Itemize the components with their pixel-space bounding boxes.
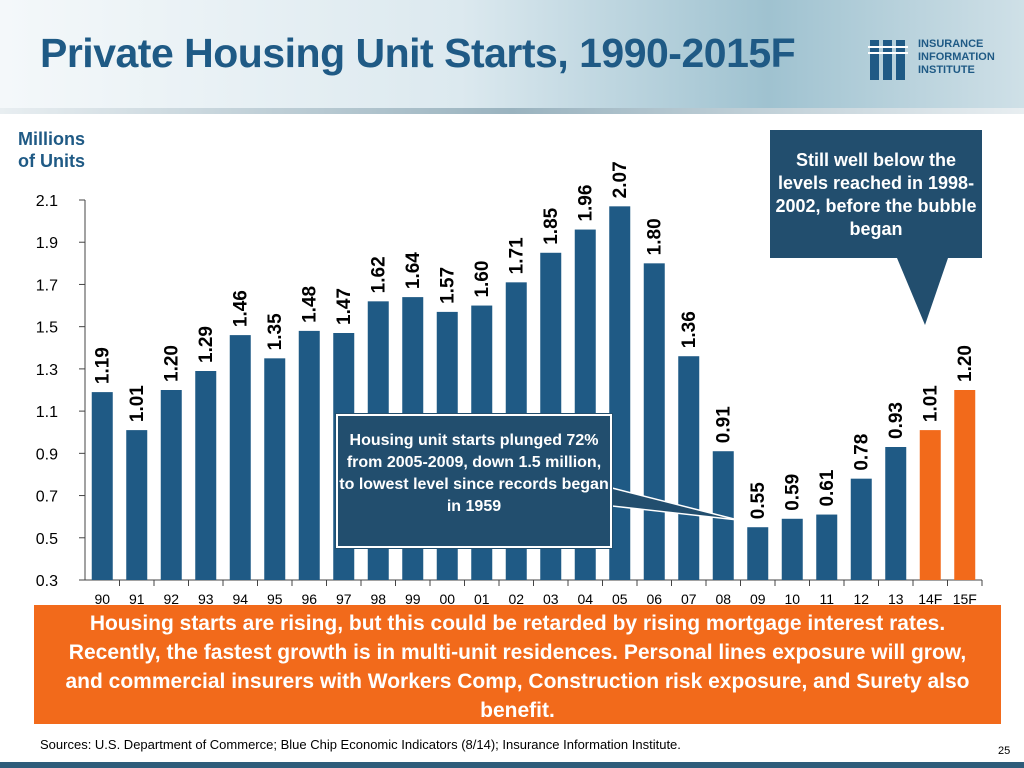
bar-15F	[954, 390, 976, 580]
x-tick-label: 06	[646, 591, 662, 607]
y-tick-label: 0.3	[36, 573, 58, 590]
y-tick-label: 1.3	[36, 362, 58, 379]
header-divider	[0, 108, 1024, 114]
x-tick-label: 94	[232, 591, 248, 607]
x-tick-label: 13	[888, 591, 904, 607]
x-tick-label: 14F	[918, 591, 942, 607]
y-tick-label: 1.1	[36, 404, 58, 421]
data-label-98: 1.62	[368, 256, 389, 293]
data-label-06: 1.80	[644, 218, 665, 255]
x-tick-label: 03	[543, 591, 559, 607]
bar-91	[126, 430, 148, 580]
sources-note: Sources: U.S. Department of Commerce; Bl…	[40, 737, 681, 752]
y-tick-label: 0.9	[36, 446, 58, 463]
data-label-11: 0.61	[817, 469, 838, 506]
x-tick-label: 04	[577, 591, 593, 607]
data-label-08: 0.91	[713, 406, 734, 443]
data-label-94: 1.46	[230, 290, 251, 327]
y-tick-label: 0.5	[36, 531, 58, 548]
x-tick-label: 01	[474, 591, 490, 607]
bar-92	[160, 390, 182, 580]
x-tick-label: 10	[784, 591, 800, 607]
y-tick-label: 1.9	[36, 235, 58, 252]
page-title: Private Housing Unit Starts, 1990-2015F	[40, 30, 796, 76]
x-tick-label: 02	[508, 591, 524, 607]
bar-07	[678, 356, 700, 580]
x-tick-label: 96	[301, 591, 317, 607]
bar-05	[609, 206, 631, 581]
bar-96	[298, 330, 320, 580]
data-label-91: 1.01	[127, 385, 148, 422]
bar-06	[643, 263, 665, 580]
bar-10	[781, 518, 803, 580]
x-tick-label: 90	[94, 591, 110, 607]
data-label-92: 1.20	[161, 345, 182, 382]
data-label-99: 1.64	[403, 252, 424, 289]
data-label-12: 0.78	[851, 434, 872, 471]
data-label-04: 1.96	[575, 185, 596, 222]
data-label-09: 0.55	[748, 482, 769, 519]
data-label-00: 1.57	[437, 267, 458, 304]
page-number: 25	[998, 745, 1011, 757]
y-axis-label-line-1: Millions	[18, 129, 85, 149]
x-tick-label: 07	[681, 591, 697, 607]
logo-line-1: INSURANCE	[918, 38, 984, 50]
bar-11	[816, 514, 838, 580]
callout-top: Still well below the levels reached in 1…	[770, 130, 982, 258]
data-label-96: 1.48	[299, 286, 320, 323]
y-tick-label: 2.1	[36, 193, 58, 210]
summary-box: Housing starts are rising, but this coul…	[34, 605, 1001, 724]
x-tick-label: 11	[819, 591, 834, 607]
data-label-07: 1.36	[679, 311, 700, 348]
data-label-93: 1.29	[196, 326, 217, 363]
x-tick-label: 93	[198, 591, 214, 607]
y-axis-label: Millions of Units	[18, 128, 85, 172]
bar-09	[747, 527, 769, 580]
bar-13	[885, 447, 907, 580]
data-label-05: 2.07	[610, 161, 631, 198]
iii-logo: INSURANCE INFORMATION INSTITUTE	[868, 38, 1018, 82]
iii-logo-icon	[868, 40, 908, 80]
x-tick-label: 08	[715, 591, 731, 607]
bar-95	[264, 358, 286, 580]
data-label-01: 1.60	[472, 261, 493, 298]
bar-90	[91, 392, 113, 580]
logo-line-2: INFORMATION	[918, 51, 995, 63]
data-label-14F: 1.01	[920, 385, 941, 422]
bar-94	[229, 335, 251, 580]
callout-middle: Housing unit starts plunged 72% from 200…	[336, 414, 612, 548]
x-tick-label: 15F	[953, 591, 977, 607]
x-tick-label: 99	[405, 591, 421, 607]
bar-12	[850, 478, 872, 580]
callout-top-pointer	[897, 258, 948, 325]
data-label-13: 0.93	[886, 402, 907, 439]
bar-93	[195, 371, 217, 580]
x-tick-label: 98	[370, 591, 386, 607]
x-tick-label: 00	[439, 591, 455, 607]
bar-14F	[919, 430, 941, 580]
header-banner	[0, 0, 1024, 110]
y-tick-label: 1.5	[36, 320, 58, 337]
y-tick-label: 1.7	[36, 277, 58, 294]
x-tick-label: 95	[267, 591, 283, 607]
logo-line-3: INSTITUTE	[918, 64, 975, 76]
data-label-02: 1.71	[506, 237, 527, 274]
footer-divider	[0, 762, 1024, 768]
data-label-97: 1.47	[334, 288, 355, 325]
x-tick-label: 91	[129, 591, 145, 607]
y-axis-label-line-2: of Units	[18, 151, 85, 171]
x-tick-label: 97	[336, 591, 352, 607]
x-tick-label: 12	[853, 591, 869, 607]
callout-middle-pointer	[611, 487, 739, 521]
data-label-03: 1.85	[541, 207, 562, 244]
x-tick-label: 05	[612, 591, 628, 607]
y-tick-label: 0.7	[36, 489, 58, 506]
data-label-90: 1.19	[92, 347, 113, 384]
x-tick-label: 09	[750, 591, 766, 607]
data-label-10: 0.59	[782, 474, 803, 511]
data-label-95: 1.35	[265, 313, 286, 350]
x-tick-label: 92	[163, 591, 179, 607]
data-label-15F: 1.20	[955, 345, 976, 382]
